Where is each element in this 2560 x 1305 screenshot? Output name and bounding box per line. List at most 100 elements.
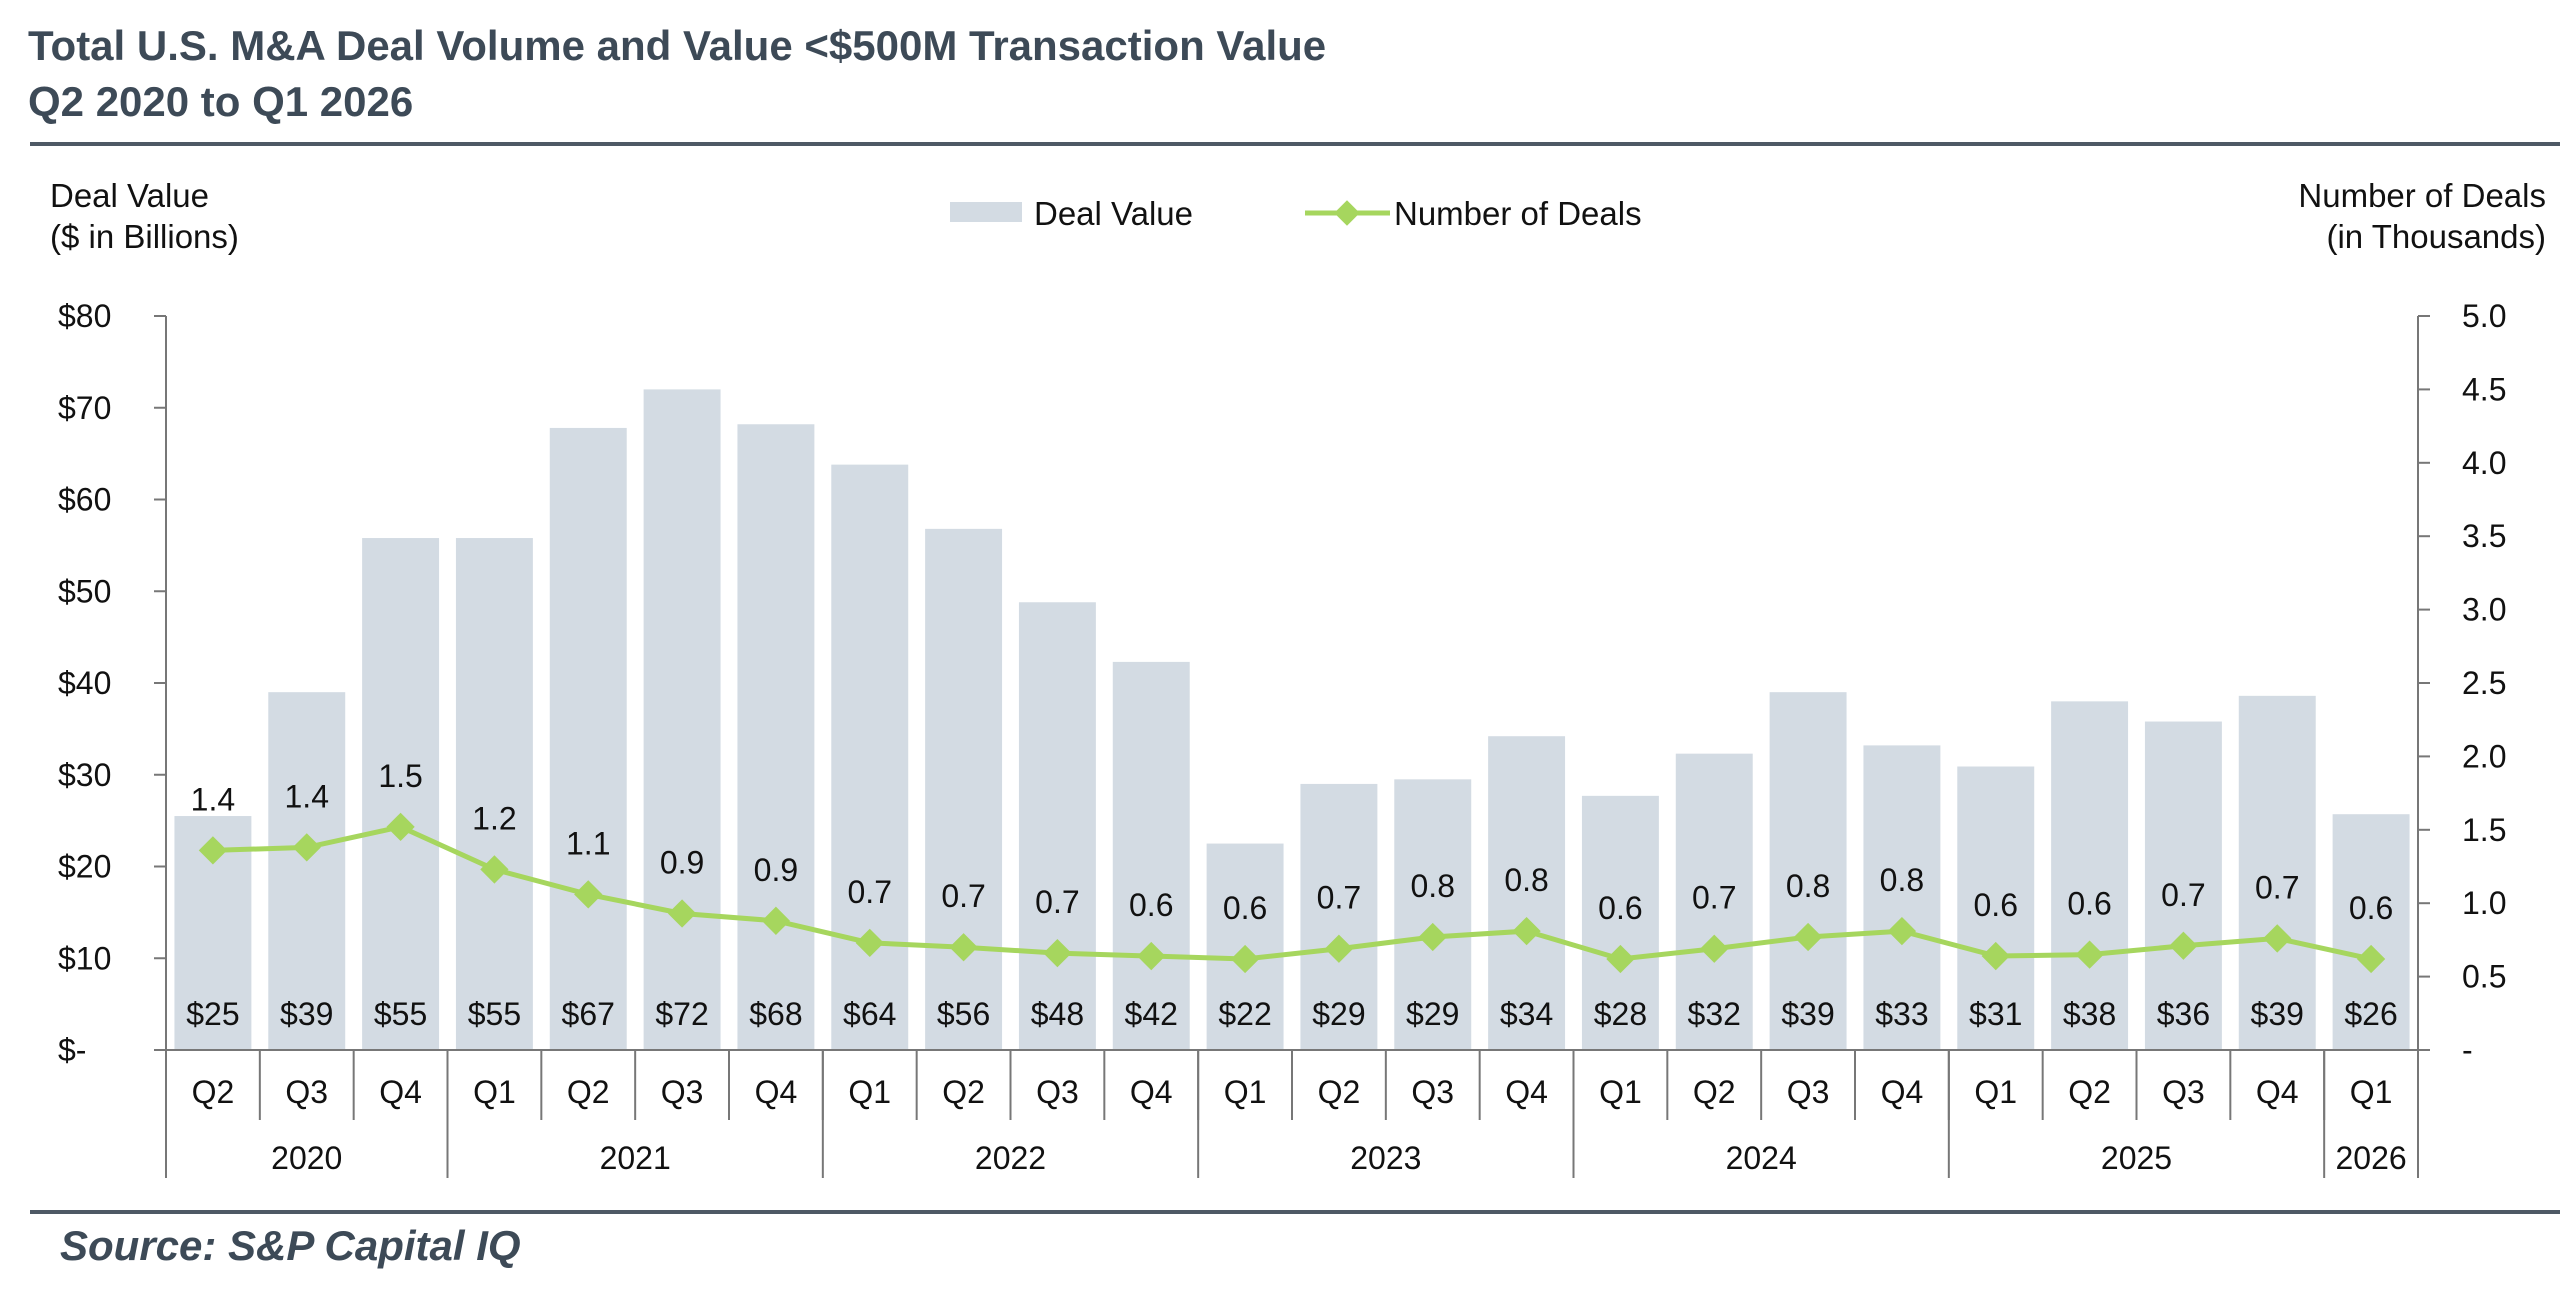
bar-value-label: $56	[937, 996, 990, 1032]
line-value-label: 0.6	[2067, 886, 2111, 922]
legend: Deal Value Number of Deals	[950, 195, 1642, 232]
left-tick-label: $50	[58, 573, 111, 609]
quarter-label: Q2	[1693, 1074, 1736, 1110]
bar-value-label: $31	[1969, 996, 2022, 1032]
year-label: 2022	[975, 1140, 1046, 1176]
line-marker	[2263, 924, 2292, 953]
line-value-label: 1.4	[191, 781, 235, 817]
bar-value-label: $33	[1875, 996, 1928, 1032]
line-marker	[1793, 922, 1823, 952]
line-value-label: 1.5	[378, 758, 422, 794]
line-value-label: 0.6	[1598, 890, 1642, 926]
line-marker	[1700, 934, 1729, 963]
line-value-label: 0.7	[2255, 869, 2299, 905]
line-marker	[855, 928, 884, 957]
bar-value-label: $32	[1688, 996, 1741, 1032]
bar-deal-value	[362, 538, 440, 1050]
line-marker	[1981, 941, 2010, 971]
line-value-label: 0.6	[1223, 890, 1267, 926]
line-marker	[2075, 940, 2104, 969]
bar-value-label: $39	[1781, 996, 1834, 1032]
right-tick-label: 0.5	[2462, 959, 2506, 995]
quarter-label: Q2	[192, 1074, 235, 1110]
quarter-label: Q4	[1881, 1074, 1924, 1110]
line-marker	[2169, 931, 2198, 960]
bar-deal-value	[549, 427, 627, 1050]
top-divider	[30, 142, 2560, 146]
quarter-label: Q1	[1224, 1074, 1267, 1110]
quarter-label: Q4	[1130, 1074, 1173, 1110]
bar-deal-value	[1018, 602, 1096, 1050]
line-value-label: 0.8	[1411, 868, 1455, 904]
right-tick-label: 1.0	[2462, 885, 2506, 921]
bar-deal-value	[1300, 783, 1378, 1050]
bar-deal-value	[643, 389, 721, 1050]
right-tick-label: -	[2462, 1032, 2473, 1068]
quarter-label: Q1	[473, 1074, 516, 1110]
line-value-label: 0.7	[941, 878, 985, 914]
quarter-label: Q1	[1599, 1074, 1642, 1110]
bar-value-label: $38	[2063, 996, 2116, 1032]
bar-value-label: $55	[468, 996, 521, 1032]
bar-value-label: $39	[280, 996, 333, 1032]
quarter-label: Q3	[1787, 1074, 1830, 1110]
bar-deal-value	[1581, 795, 1659, 1050]
quarter-label: Q1	[2350, 1074, 2393, 1110]
right-tick-label: 4.5	[2462, 371, 2506, 407]
line-marker	[292, 833, 321, 862]
right-axis-title-line1: Number of Deals	[2298, 177, 2546, 214]
left-tick-label: $40	[58, 665, 111, 701]
line-value-label: 1.2	[472, 800, 516, 836]
line-marker	[480, 855, 509, 884]
bar-deal-value	[831, 464, 909, 1050]
line-marker	[1606, 944, 1635, 974]
line-marker	[1230, 944, 1260, 974]
bar-deal-value	[737, 424, 815, 1050]
line-value-label: 0.7	[1035, 884, 1079, 920]
bar-value-label: $55	[374, 996, 427, 1032]
left-tick-label: $70	[58, 390, 111, 426]
line-value-label: 0.7	[848, 874, 892, 910]
bar-deal-value	[2051, 701, 2129, 1050]
year-label: 2020	[271, 1140, 342, 1176]
line-value-label: 0.9	[660, 844, 704, 880]
legend-bar-swatch	[950, 202, 1022, 222]
quarter-label: Q4	[379, 1074, 422, 1110]
year-label: 2021	[600, 1140, 671, 1176]
line-marker	[574, 880, 603, 909]
bar-deal-value	[268, 692, 346, 1050]
quarter-label: Q2	[2068, 1074, 2111, 1110]
bottom-divider	[30, 1210, 2560, 1214]
quarter-label: Q4	[2256, 1074, 2299, 1110]
bar-value-label: $36	[2157, 996, 2210, 1032]
bar-deal-value	[455, 538, 533, 1050]
line-value-label: 0.7	[1317, 880, 1361, 916]
line-value-label: 1.4	[285, 778, 329, 814]
right-axis-title-line2: (in Thousands)	[2326, 218, 2546, 255]
line-marker	[761, 906, 791, 935]
line-value-label: 0.7	[1692, 880, 1736, 916]
quarter-label: Q1	[1974, 1074, 2017, 1110]
bar-deal-value	[925, 528, 1003, 1050]
right-tick-label: 1.5	[2462, 812, 2506, 848]
line-marker	[667, 899, 697, 928]
bar-value-label: $42	[1125, 996, 1178, 1032]
year-label: 2023	[1350, 1140, 1421, 1176]
bar-deal-value	[1394, 779, 1472, 1050]
bar-value-label: $68	[749, 996, 802, 1032]
line-marker	[1043, 938, 1072, 968]
line-marker	[198, 836, 228, 865]
line-value-label: 0.6	[1129, 887, 1173, 923]
bar-deal-value	[1675, 753, 1753, 1050]
right-tick-label: 2.5	[2462, 665, 2506, 701]
bar-value-label: $29	[1406, 996, 1459, 1032]
line-value-label: 0.8	[1880, 862, 1924, 898]
left-axis-title-line2: ($ in Billions)	[50, 218, 239, 255]
bar-value-label: $28	[1594, 996, 1647, 1032]
quarter-label: Q3	[661, 1074, 704, 1110]
quarter-label: Q3	[285, 1074, 328, 1110]
source-note: Source: S&P Capital IQ	[60, 1222, 521, 1269]
bar-value-label: $26	[2344, 996, 2397, 1032]
right-tick-label: 3.5	[2462, 518, 2506, 554]
line-value-label: 0.8	[1504, 862, 1548, 898]
